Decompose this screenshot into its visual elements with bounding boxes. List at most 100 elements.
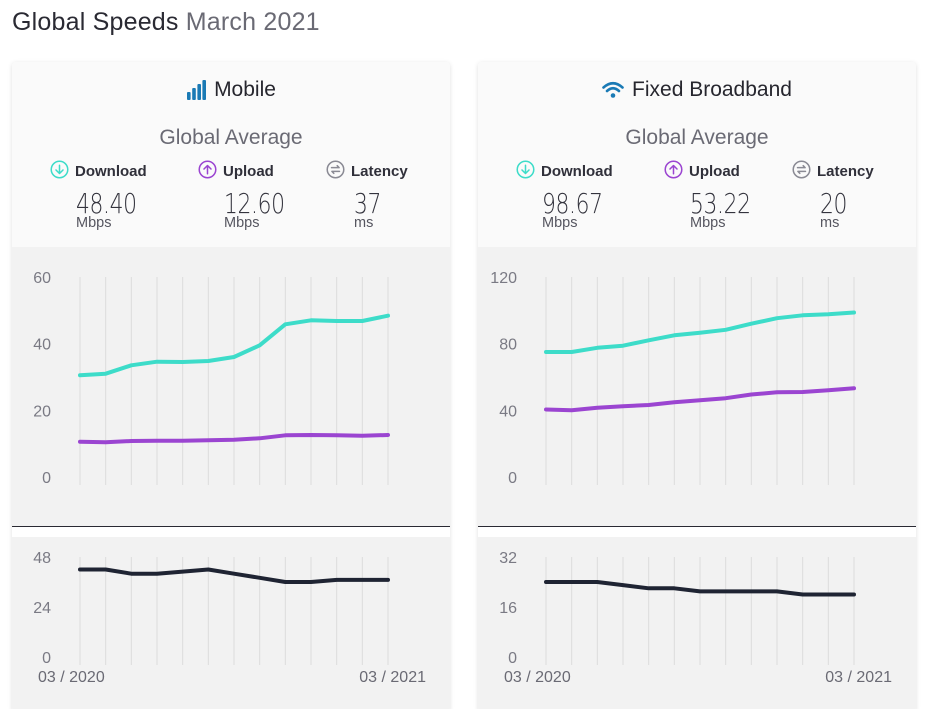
- upload-point: [595, 406, 599, 410]
- latency-point: [283, 580, 287, 584]
- latency-icon: [326, 160, 345, 183]
- mobile-card-title[interactable]: Mobile: [12, 78, 450, 102]
- upload-point: [647, 403, 651, 407]
- upload-point: [232, 438, 236, 442]
- global-average-label: Global Average: [625, 126, 769, 149]
- chart-divider: [478, 526, 916, 527]
- upload-point: [852, 386, 856, 390]
- x-end-date-label: 03 / 2021: [825, 669, 892, 686]
- fixed-chart-area: 0 40 80 120 0 16 32 03 / 2020 03 / 2021: [478, 247, 916, 709]
- page-title-main: Global Speeds: [12, 8, 179, 36]
- download-point: [181, 360, 185, 364]
- download-point: [78, 373, 82, 377]
- fixed-speed-chart: 0 40 80 120: [490, 270, 856, 487]
- fixed-latency-chart: 0 16 32 03 / 2020 03 / 2021: [499, 550, 892, 686]
- y-tick-label: 20: [33, 403, 51, 420]
- upload-point: [826, 388, 830, 392]
- y-tick-label: 32: [499, 550, 517, 567]
- download-arrow-icon: [50, 160, 69, 183]
- latency-point: [386, 578, 390, 582]
- latency-metric: Latency 20 ms: [792, 160, 912, 231]
- download-arrow-icon: [516, 160, 535, 183]
- latency-point: [360, 578, 364, 582]
- download-unit: Mbps: [542, 215, 578, 231]
- download-value: 48.40: [76, 187, 137, 220]
- download-point: [724, 328, 728, 332]
- upload-point: [672, 400, 676, 404]
- download-point: [283, 322, 287, 326]
- upload-unit: Mbps: [224, 215, 260, 231]
- upload-arrow-icon: [664, 160, 683, 183]
- download-point: [595, 346, 599, 350]
- upload-point: [283, 433, 287, 437]
- download-point: [232, 355, 236, 359]
- wifi-icon: [602, 81, 624, 99]
- latency-point: [724, 589, 728, 593]
- download-label: Download: [75, 163, 147, 180]
- latency-point: [852, 593, 856, 596]
- download-metric: Download 48.40 Mbps: [50, 160, 170, 231]
- latency-metric: Latency 37 ms: [326, 160, 446, 231]
- latency-point: [309, 580, 313, 584]
- y-tick-label: 0: [42, 470, 51, 487]
- download-point: [852, 311, 856, 314]
- mobile-chart-area: 0 20 40 60 0 24 48 03 / 2020 03 / 2021: [12, 247, 450, 709]
- download-value: 98.67: [542, 187, 603, 220]
- latency-label: Latency: [817, 163, 874, 180]
- download-point: [749, 322, 753, 326]
- download-point: [104, 372, 108, 376]
- upload-point: [129, 439, 133, 443]
- download-point: [621, 344, 625, 348]
- upload-arrow-icon: [198, 160, 217, 183]
- upload-point: [78, 440, 82, 444]
- latency-point: [544, 580, 548, 584]
- latency-point: [698, 589, 702, 593]
- page-title: Global Speeds March 2021: [12, 8, 320, 37]
- upload-point: [309, 433, 313, 437]
- latency-unit: ms: [820, 215, 840, 231]
- upload-point: [360, 434, 364, 438]
- y-tick-label: 60: [33, 270, 51, 287]
- upload-point: [749, 393, 753, 396]
- download-point: [206, 359, 210, 363]
- upload-point: [801, 390, 805, 394]
- download-point: [155, 360, 159, 364]
- latency-point: [749, 589, 753, 593]
- download-point: [775, 316, 779, 320]
- y-tick-label: 0: [42, 650, 51, 667]
- download-point: [698, 331, 702, 335]
- latency-point: [775, 589, 779, 593]
- upload-point: [775, 390, 779, 394]
- global-average-label: Global Average: [159, 126, 303, 149]
- latency-point: [570, 580, 574, 584]
- latency-point: [206, 568, 210, 571]
- latency-point: [155, 572, 159, 576]
- upload-point: [544, 408, 548, 411]
- latency-point: [104, 568, 108, 571]
- chart-gap: [12, 527, 450, 537]
- fixed-card-header: Fixed Broadband Global Average Download …: [478, 62, 916, 247]
- download-point: [544, 350, 548, 354]
- y-tick-label: 80: [499, 337, 517, 354]
- page-subtitle: March 2021: [185, 8, 320, 36]
- latency-point: [672, 586, 676, 590]
- latency-point: [78, 568, 82, 571]
- download-point: [570, 350, 574, 354]
- download-point: [360, 319, 364, 323]
- y-tick-label: 24: [33, 600, 51, 617]
- latency-point: [621, 583, 625, 587]
- chart-gap: [478, 527, 916, 537]
- upload-point: [698, 398, 702, 402]
- download-point: [647, 338, 651, 342]
- mobile-card-header: Mobile Global Average Download 48.40 Mbp…: [12, 62, 450, 247]
- upload-point: [335, 433, 339, 437]
- latency-point: [232, 572, 236, 576]
- signal-bars-icon: [186, 80, 207, 100]
- latency-point: [181, 570, 185, 574]
- latency-point: [647, 586, 651, 590]
- y-tick-label: 0: [508, 470, 517, 487]
- latency-point: [129, 572, 133, 576]
- fixed-card-title[interactable]: Fixed Broadband: [478, 78, 916, 102]
- y-tick-label: 40: [33, 337, 51, 354]
- download-point: [801, 313, 805, 317]
